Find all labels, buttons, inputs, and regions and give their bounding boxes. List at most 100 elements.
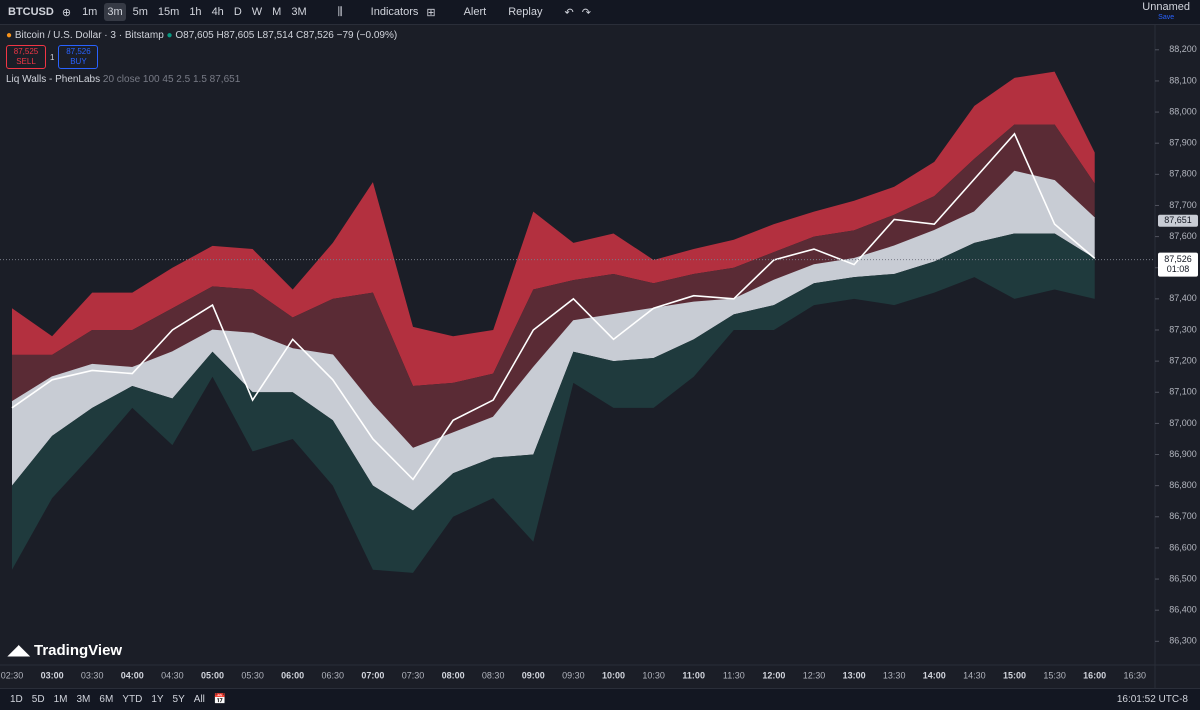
x-tick-label: 16:30 (1124, 670, 1147, 680)
x-tick-label: 14:30 (963, 670, 986, 680)
layout[interactable]: Unnamed Save (1142, 0, 1190, 22)
x-tick-label: 14:00 (923, 670, 946, 680)
sell-price: 87,525 (13, 47, 39, 56)
range[interactable]: All (193, 694, 205, 705)
footer: 1D 5D 1M 3M 6M YTD 1Y 5Y All 📅 16:01:52 UTC-8 (0, 688, 1200, 710)
x-tick-label: 08:00 (442, 670, 465, 680)
y-tick-label: 87,400 (1169, 293, 1197, 303)
mid-line (11, 170, 1095, 449)
x-tick-label: 12:00 (762, 670, 785, 680)
save[interactable]: Save (1158, 13, 1175, 21)
last-price-bg (1158, 252, 1198, 277)
range[interactable]: 5D (31, 694, 45, 705)
x-tick-label: 09:00 (522, 670, 545, 680)
x-tick-label: 02:30 (1, 670, 24, 680)
sell: SELL (16, 57, 36, 66)
x-tick-label: 04:00 (121, 670, 144, 680)
undo[interactable]: ↶ (564, 6, 574, 19)
clock: 16:01:52 UTC-8 (1116, 694, 1188, 705)
x-tick-label: 11:00 (682, 670, 705, 680)
buy-button[interactable]: 87,526 BUY (58, 45, 99, 69)
templates[interactable]: ⊞ (426, 6, 436, 19)
y-tick-label: 86,900 (1169, 449, 1197, 459)
range[interactable]: 1Y (151, 694, 164, 705)
alert[interactable]: Alert (463, 6, 487, 18)
toolbar: BTCUSD ⊕ 1m 3m 5m 15m 1h 4h D W M 3M ⫼ Indicators… (0, 0, 1200, 25)
intervals: 1m 3m 5m 15m 1h 4h D W M 3M (79, 3, 310, 21)
band (12, 233, 1095, 573)
interval[interactable]: W (251, 6, 263, 18)
layout-name: Unnamed (1142, 0, 1190, 13)
x-tick-label: 05:00 (201, 670, 224, 680)
y-tick-label: 88,200 (1169, 44, 1197, 54)
y-tick-label: 86,400 (1169, 605, 1197, 615)
price-line (11, 132, 1096, 481)
range[interactable]: 1M (53, 694, 68, 705)
brand-logo: ◢◣ (7, 642, 31, 658)
header: ● Bitcoin / U.S. Dollar · 3 · Bitstamp ●… (6, 30, 397, 85)
y-tick-label: 86,300 (1169, 636, 1197, 646)
ohlc: O87,605 H87,605 L87,514 C87,526 −79 (−0.… (175, 30, 398, 41)
chart-type[interactable]: ⫼ (337, 5, 343, 18)
x-tick-label: 03:00 (41, 670, 64, 680)
x-tick-label: 12:30 (803, 670, 826, 680)
y-tick-label: 88,000 (1169, 106, 1197, 116)
band (12, 171, 1095, 511)
x-tick-label: 11:30 (723, 670, 745, 680)
x-tick-label: 16:00 (1083, 670, 1106, 680)
range[interactable]: 5Y (172, 694, 185, 705)
redo[interactable]: ↷ (581, 6, 591, 19)
indicator[interactable]: Liq Walls - PhenLabs (6, 74, 101, 85)
y-tick-label: 87,100 (1169, 387, 1197, 397)
interval[interactable]: D (233, 6, 242, 18)
indicator-tag-bg (1158, 214, 1198, 227)
range[interactable]: 1D (10, 694, 23, 705)
coin-icon: ● (6, 30, 13, 41)
sell-button[interactable]: 87,525 SELL (6, 45, 46, 69)
y-tick-label: 86,700 (1169, 511, 1197, 521)
countdown: 01:08 (1167, 264, 1190, 274)
x-tick-label: 07:00 (361, 670, 384, 680)
ranges: 1D 5D 1M 3M 6M YTD 1Y 5Y All (10, 694, 205, 705)
y-tick-label: 87,000 (1169, 418, 1197, 428)
indicator-tag: 87,651 (1164, 215, 1192, 225)
x-tick-label: 15:30 (1043, 670, 1066, 680)
x-tick-label: 10:00 (602, 670, 625, 680)
x-tick-label: 13:00 (843, 670, 866, 680)
interval[interactable]: 1h (189, 6, 202, 18)
interval[interactable]: 5m (132, 6, 148, 18)
y-tick-label: 86,500 (1169, 573, 1197, 583)
buy-price: 87,526 (66, 47, 91, 56)
interval[interactable]: M (272, 6, 282, 18)
replay[interactable]: Replay (508, 6, 543, 18)
y-tick-label: 86,800 (1169, 480, 1197, 490)
range[interactable]: 3M (76, 694, 91, 705)
interval[interactable]: 4h (211, 6, 224, 18)
x-tick-label: 10:30 (642, 670, 665, 680)
y-tick-label: 87,600 (1169, 231, 1197, 241)
interval[interactable]: 3M (291, 6, 307, 18)
date-range[interactable]: 📅 (213, 694, 227, 705)
band (12, 124, 1095, 449)
indicators[interactable]: Indicators (370, 6, 419, 18)
y-tick-label: 87,900 (1169, 138, 1197, 148)
indicator-params: 20 close 100 45 2.5 1.5 (102, 74, 207, 85)
buy: BUY (70, 57, 87, 66)
interval[interactable]: 1m (82, 6, 98, 18)
x-tick-label: 15:00 (1003, 670, 1026, 680)
interval[interactable]: 3m (104, 3, 126, 21)
range[interactable]: YTD (122, 694, 143, 705)
x-tick-label: 06:30 (322, 670, 345, 680)
interval[interactable]: 15m (157, 6, 180, 18)
x-tick-label: 08:30 (482, 670, 505, 680)
x-tick-label: 04:30 (161, 670, 184, 680)
indicator-value: 87,651 (209, 74, 241, 85)
symbol[interactable]: BTCUSD (8, 6, 54, 18)
title: Bitcoin / U.S. Dollar · 3 · Bitstamp (14, 30, 164, 41)
brand: TradingView (34, 642, 122, 659)
y-tick-label: 88,100 (1169, 75, 1197, 85)
x-tick-label: 03:30 (81, 670, 104, 680)
range[interactable]: 6M (99, 694, 114, 705)
add-symbol[interactable]: ⊕ (61, 6, 72, 19)
